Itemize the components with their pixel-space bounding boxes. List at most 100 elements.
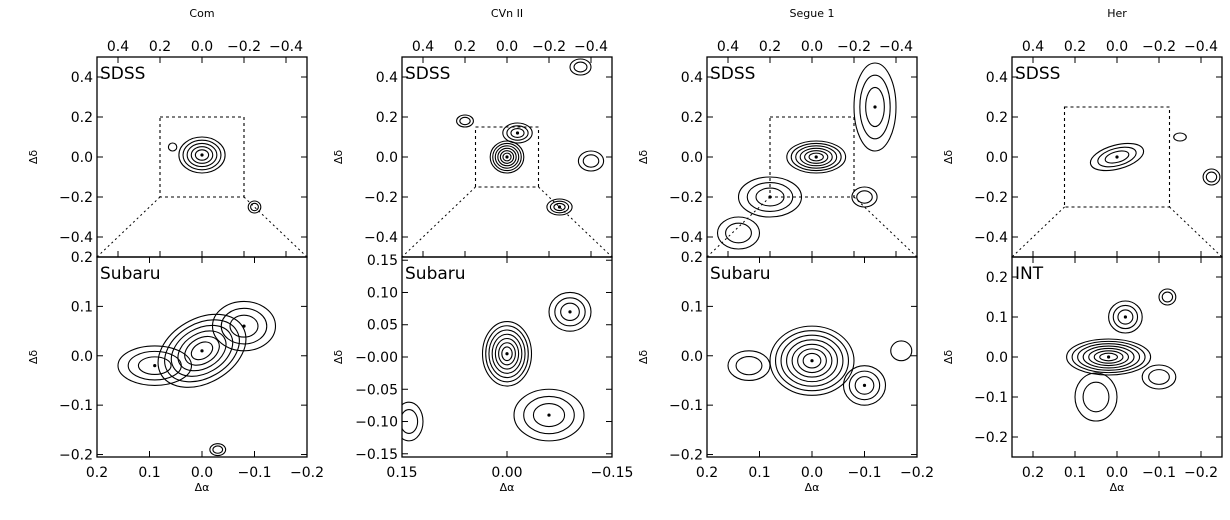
x-tick-label: 0.1: [748, 465, 770, 481]
contour-peak: [1115, 155, 1119, 159]
contour-line: [494, 145, 520, 169]
contour-line: [799, 147, 833, 167]
contour-line: [786, 339, 838, 383]
y-tick-label: 0.0: [71, 150, 93, 166]
zoom-connector-left: [1011, 206, 1065, 258]
contour-line: [890, 340, 913, 362]
contour-peak: [200, 153, 204, 157]
panel-frame: [706, 256, 918, 458]
contour-line: [549, 200, 570, 214]
contour-line: [182, 139, 222, 171]
contour-line: [577, 150, 605, 172]
contour-line: [229, 314, 259, 338]
contour-line: [1148, 369, 1170, 385]
contour-line: [167, 142, 178, 152]
x-tick-label: 0.0: [191, 465, 213, 481]
contour-line: [554, 297, 586, 327]
contour-group: [402, 291, 592, 442]
contour-line: [1066, 338, 1152, 376]
x-tick-label-top: −0.4: [574, 39, 608, 55]
y-tick-label: 0.2: [71, 110, 93, 126]
contour-group: [1066, 288, 1177, 422]
contour-peak: [568, 310, 572, 314]
panel-frame: [706, 56, 918, 258]
panel-label: SDSS: [1015, 64, 1060, 84]
contour-line: [485, 325, 529, 383]
contour-line: [1205, 171, 1218, 183]
contour-line: [212, 445, 224, 454]
contour-line: [856, 190, 873, 204]
zoom-connector-left: [401, 186, 476, 258]
panel-top-3: 0.4 0.2 0.0 −0.2 −0.4 0.4 0.2 0.0 −0.2 −0.4 SDSS Δδ: [942, 39, 1223, 258]
contour-line: [795, 145, 838, 169]
contour-peak: [810, 359, 814, 363]
panel-label: SDSS: [405, 64, 450, 84]
contour-line: [247, 200, 262, 214]
contour-group: [716, 62, 897, 250]
y-tick-label: −0.15: [355, 447, 398, 463]
x-tick-label: −0.1: [1142, 465, 1176, 481]
panel-label: SDSS: [100, 64, 145, 84]
y-tick-label: −0.1: [974, 390, 1008, 406]
y-tick-label: −0.4: [59, 230, 93, 246]
y-tick-label: 0.4: [376, 70, 398, 86]
y-tick-label: −0.1: [59, 398, 93, 414]
contour-peak: [547, 413, 551, 417]
y-tick-label: −0.2: [59, 448, 93, 464]
contour-peak: [862, 383, 867, 387]
x-tick-label-top: −0.4: [269, 39, 303, 55]
x-tick-label: 0.2: [1022, 465, 1044, 481]
y-axis-label: Δδ: [637, 150, 650, 165]
contour-line: [1088, 347, 1130, 367]
contour-line: [502, 122, 533, 144]
x-tick-label-top: −0.2: [1142, 39, 1176, 55]
contour-line: [250, 202, 259, 212]
x-tick-label: 0.2: [86, 465, 108, 481]
x-tick-label-top: 0.2: [149, 39, 171, 55]
contour-line: [170, 324, 234, 377]
zoom-connector-right: [1169, 206, 1223, 258]
contour-line: [491, 333, 523, 374]
contour-line: [569, 58, 592, 76]
y-tick-label: −0.2: [974, 190, 1008, 206]
x-tick-label-top: −0.2: [837, 39, 871, 55]
contour-group: [1089, 132, 1221, 186]
contour-line: [209, 443, 227, 457]
contour-line: [492, 142, 522, 172]
contour-line: [854, 376, 875, 395]
contour-group: [727, 325, 913, 406]
contour-line: [725, 222, 752, 244]
y-tick-label: 0.1: [681, 299, 703, 315]
contour-line: [1097, 146, 1137, 168]
y-tick-label: 0.2: [681, 250, 703, 266]
contour-line: [1093, 350, 1124, 364]
y-tick-label: 0.05: [367, 318, 398, 334]
contour-line: [727, 350, 771, 382]
contour-line: [402, 401, 424, 442]
contour-peak: [515, 131, 520, 135]
y-axis-label: Δδ: [27, 350, 40, 365]
contour-line: [402, 409, 419, 434]
y-tick-label: −0.1: [669, 398, 703, 414]
contour-line: [735, 355, 763, 376]
y-axis-label: Δδ: [637, 350, 650, 365]
panel-label: SDSS: [710, 64, 755, 84]
x-tick-label-top: −0.4: [1184, 39, 1218, 55]
x-tick-label-top: 0.0: [496, 39, 518, 55]
contour-group: [456, 58, 605, 216]
contour-line: [459, 116, 471, 126]
contour-line: [548, 291, 592, 332]
y-tick-label: 0.2: [986, 110, 1008, 126]
contour-line: [1117, 309, 1134, 325]
panel-bottom-1: 0.15 0.10 0.05 −0.00 −0.05 −0.10 −0.15 0.15 0.00…: [332, 253, 633, 494]
y-tick-label: −0.05: [355, 382, 398, 398]
zoom-box: [159, 116, 245, 198]
contour-group: [117, 300, 277, 457]
y-tick-label: 0.0: [71, 349, 93, 365]
zoom-connector-left: [706, 196, 771, 258]
contour-line: [1099, 352, 1118, 362]
contour-line: [582, 154, 600, 168]
contour-peak: [242, 324, 246, 328]
contour-group: [167, 136, 262, 214]
